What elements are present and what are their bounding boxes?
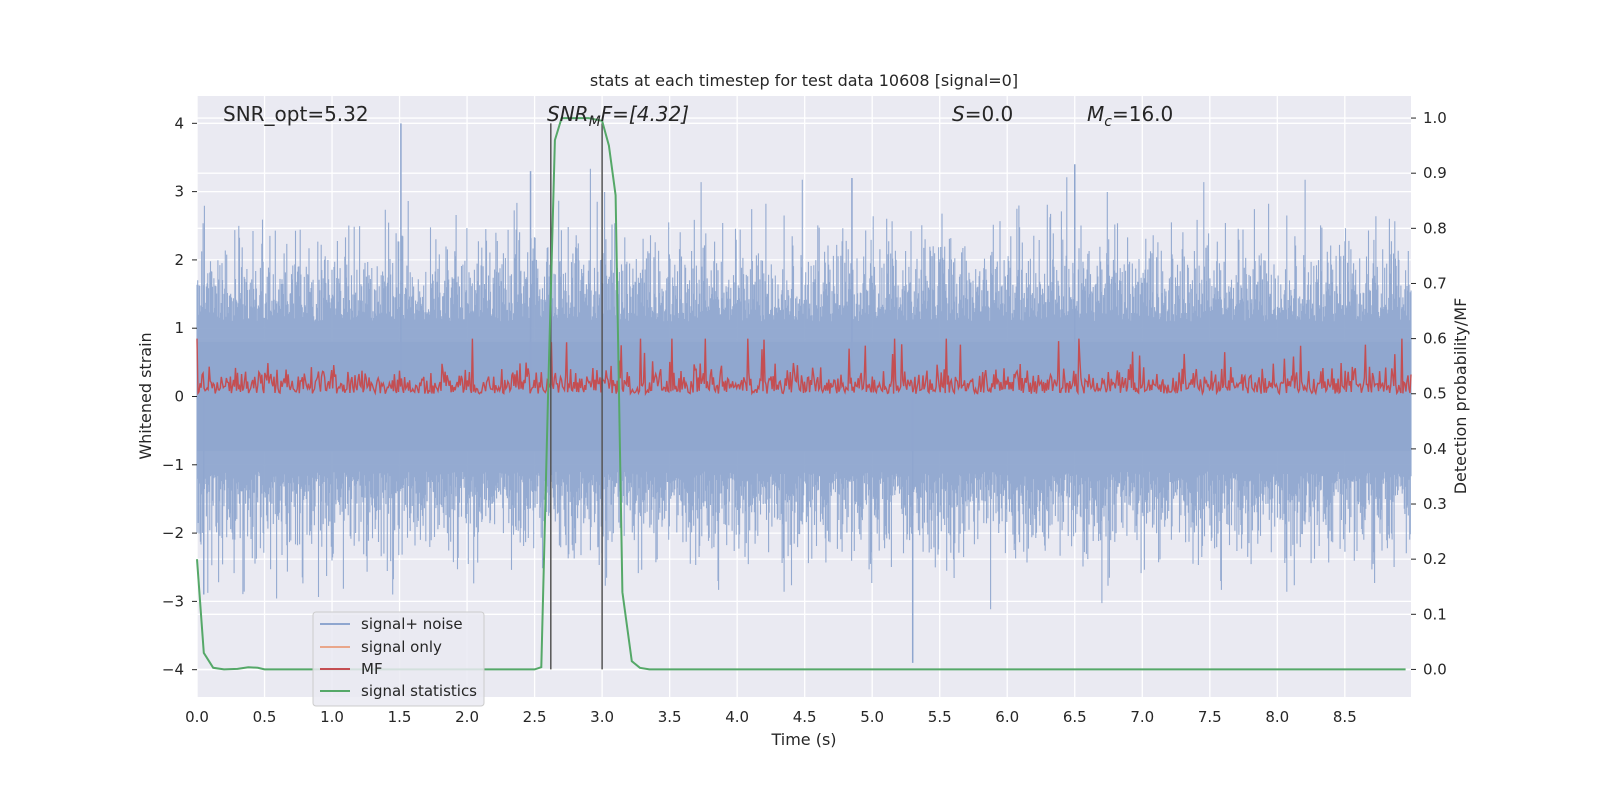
- legend-label-signal-statistics: signal statistics: [361, 682, 477, 700]
- legend: signal+ noise signal only MF signal stat…: [312, 611, 485, 707]
- y-right-tick-label: 0.2: [1423, 550, 1447, 568]
- annotation-mc-rest: =16.0: [1112, 102, 1173, 126]
- legend-label-mf: MF: [361, 660, 383, 678]
- y-right-tick-label: 0.1: [1423, 605, 1447, 623]
- legend-label-signal-noise: signal+ noise: [361, 615, 463, 633]
- x-tick-label: 1.0: [320, 708, 344, 726]
- signal-statistics-series: [196, 117, 1406, 671]
- signal-noise-series: [196, 123, 1412, 663]
- legend-box: [312, 611, 485, 707]
- y-left-tick-labels: 4 3 2 1 0 −1 −2 −3 −4: [162, 114, 197, 679]
- annotation-s-main: S: [952, 102, 965, 126]
- y-left-tick-label: 4: [174, 114, 184, 132]
- y-right-tick-label: 1.0: [1423, 109, 1447, 127]
- x-tick-label: 0.5: [253, 708, 277, 726]
- x-tick-labels: 0.0 0.5 1.0 1.5 2.0 2.5 3.0 3.5 4.0 4.5 5.0 5.5 6.0 6…: [185, 708, 1357, 726]
- x-tick-label: 3.5: [658, 708, 682, 726]
- x-tick-label: 3.0: [590, 708, 614, 726]
- annotation-snr-mf-main: SNR: [547, 102, 589, 126]
- y-left-tick-label: 2: [174, 251, 184, 269]
- vertical-lines: [550, 123, 603, 670]
- annotation-s-rest: =0.0: [965, 102, 1014, 126]
- y-left-tick-label: −2: [162, 524, 184, 542]
- y-left-tick-label: 0: [174, 388, 184, 406]
- y-right-tick-label: 0.3: [1423, 495, 1447, 513]
- signal-statistics-line: [196, 117, 1406, 671]
- x-tick-label: 5.5: [928, 708, 952, 726]
- y-right-tick-label: 0.8: [1423, 219, 1447, 237]
- y-left-tick-label: −1: [162, 456, 184, 474]
- x-tick-label: 0.0: [185, 708, 209, 726]
- mf-series: [196, 338, 1412, 397]
- annotation-snr-mf-sub: M: [589, 114, 601, 130]
- y-right-tick-label: 0.5: [1423, 385, 1447, 403]
- annotation-snr-mf: SNRMF=[4.32]: [547, 102, 689, 130]
- y-left-tick-label: −4: [162, 661, 184, 679]
- x-tick-label: 8.0: [1265, 708, 1289, 726]
- y-right-tick-label: 0.7: [1423, 274, 1447, 292]
- annotation-mc-main: M: [1087, 102, 1104, 126]
- annotation-snr-mf-rest: F=[4.32]: [601, 102, 689, 126]
- y-axis-label-left: Whitened strain: [136, 332, 155, 459]
- y-right-tick-label: 0.9: [1423, 164, 1447, 182]
- y-right-tick-label: 0.0: [1423, 660, 1447, 678]
- x-tick-label: 2.5: [523, 708, 547, 726]
- x-tick-label: 5.0: [860, 708, 884, 726]
- y-axis-label-right: Detection probability/MF: [1451, 298, 1470, 495]
- x-tick-label: 7.5: [1198, 708, 1222, 726]
- legend-label-signal-only: signal only: [361, 638, 442, 656]
- x-tick-label: 1.5: [388, 708, 412, 726]
- y-right-tick-label: 0.4: [1423, 440, 1447, 458]
- x-tick-label: 8.5: [1333, 708, 1357, 726]
- x-axis-label: Time (s): [770, 730, 836, 749]
- x-tick-label: 2.0: [455, 708, 479, 726]
- y-right-tick-labels: 1.0 0.9 0.8 0.7 0.6 0.5 0.4 0.3 0.2 0.1 0.0: [1411, 109, 1447, 678]
- y-right-tick-label: 0.6: [1423, 330, 1447, 348]
- x-tick-label: 4.0: [725, 708, 749, 726]
- x-tick-label: 4.5: [793, 708, 817, 726]
- x-tick-label: 6.0: [995, 708, 1019, 726]
- mf-line: [196, 338, 1412, 397]
- annotation-mc: Mc=16.0: [1087, 102, 1173, 130]
- annotation-s: S=0.0: [952, 102, 1013, 126]
- annotation-mc-sub: c: [1104, 114, 1112, 130]
- y-left-tick-label: 3: [174, 183, 184, 201]
- y-left-tick-label: −3: [162, 592, 184, 610]
- x-tick-label: 6.5: [1063, 708, 1087, 726]
- x-tick-label: 7.0: [1130, 708, 1154, 726]
- y-left-tick-label: 1: [174, 319, 184, 337]
- chart-title: stats at each timestep for test data 106…: [590, 71, 1018, 90]
- annotation-snr-opt: SNR_opt=5.32: [223, 102, 369, 126]
